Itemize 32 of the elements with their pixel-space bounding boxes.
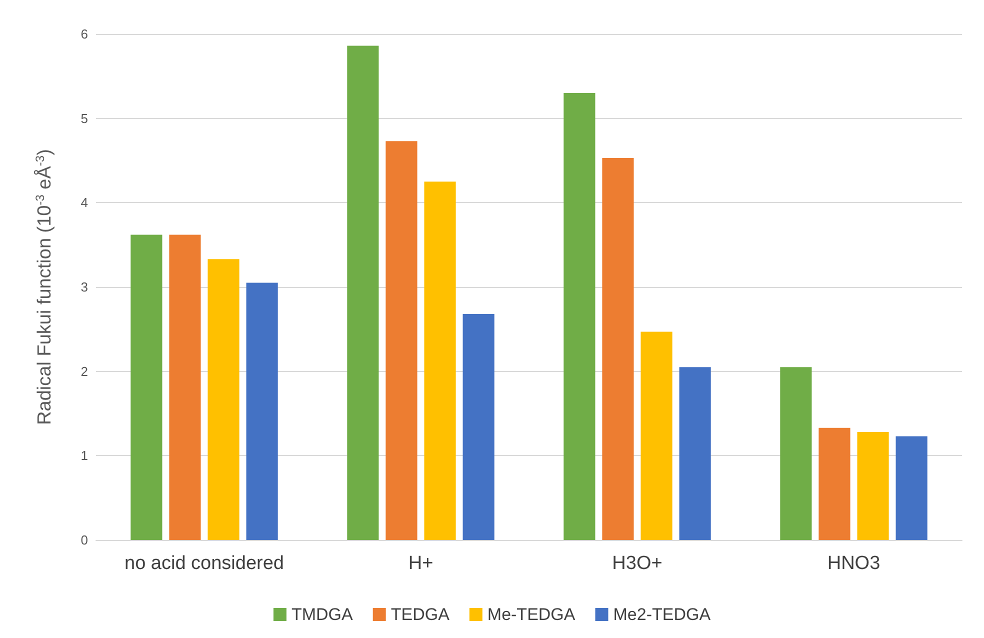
y-tick-label: 1 bbox=[80, 448, 88, 464]
bar bbox=[602, 158, 634, 540]
y-tick-label: 3 bbox=[80, 280, 88, 294]
y-axis-title: Radical Fukui function (10-3 eÅ-3) bbox=[33, 149, 56, 425]
x-tick-label: H+ bbox=[408, 553, 434, 574]
bar bbox=[208, 259, 240, 540]
bar bbox=[424, 182, 456, 540]
bar bbox=[130, 234, 162, 540]
legend-label: Me2-TEDGA bbox=[613, 605, 712, 624]
y-tick-label: 5 bbox=[80, 110, 88, 126]
bar bbox=[347, 46, 379, 540]
bar bbox=[640, 332, 672, 540]
bar bbox=[780, 367, 812, 540]
bar bbox=[679, 367, 711, 540]
bar bbox=[857, 432, 889, 540]
legend-label: Me-TEDGA bbox=[487, 605, 576, 624]
legend-label: TEDGA bbox=[390, 605, 450, 624]
bar bbox=[386, 141, 418, 540]
y-tick-label: 0 bbox=[80, 532, 88, 548]
x-tick-label: no acid considered bbox=[124, 553, 284, 574]
y-tick-label: 4 bbox=[80, 195, 88, 210]
bar bbox=[564, 93, 596, 540]
x-tick-label: H3O+ bbox=[612, 553, 662, 574]
bar bbox=[169, 234, 201, 540]
bar bbox=[462, 314, 494, 540]
bar bbox=[896, 436, 928, 540]
bar bbox=[246, 282, 278, 540]
bar bbox=[818, 428, 850, 540]
y-tick-label: 2 bbox=[80, 364, 88, 379]
y-tick-label: 6 bbox=[80, 26, 88, 42]
x-tick-label: HNO3 bbox=[827, 553, 880, 574]
legend-label: TMDGA bbox=[291, 605, 354, 624]
